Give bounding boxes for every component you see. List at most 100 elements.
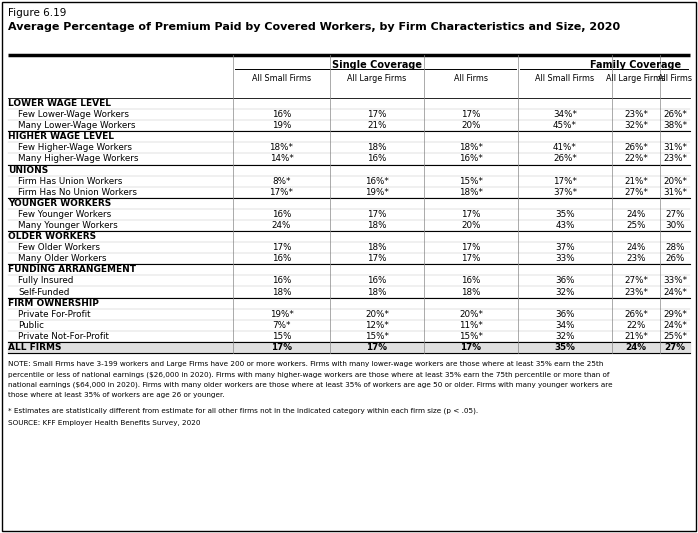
Text: 18%: 18%: [367, 287, 387, 296]
Text: All Small Firms: All Small Firms: [252, 74, 311, 83]
Text: 18%*: 18%*: [459, 143, 483, 152]
Text: 27%*: 27%*: [624, 188, 648, 197]
Text: Family Coverage: Family Coverage: [591, 60, 681, 70]
Text: 26%*: 26%*: [624, 143, 648, 152]
Text: Self-Funded: Self-Funded: [18, 287, 69, 296]
Text: 26%*: 26%*: [553, 155, 577, 164]
Text: Average Percentage of Premium Paid by Covered Workers, by Firm Characteristics a: Average Percentage of Premium Paid by Co…: [8, 22, 620, 32]
Text: 20%*: 20%*: [459, 310, 483, 319]
Text: Few Older Workers: Few Older Workers: [18, 243, 100, 252]
Text: 26%*: 26%*: [663, 110, 687, 119]
Text: 17%: 17%: [461, 254, 481, 263]
Text: 19%*: 19%*: [365, 188, 389, 197]
Bar: [8, 342, 690, 353]
Text: percentile or less of national earnings ($26,000 in 2020). Firms with many highe: percentile or less of national earnings …: [8, 372, 609, 378]
Text: 16%: 16%: [367, 277, 387, 286]
Text: 23%*: 23%*: [624, 110, 648, 119]
Text: 19%: 19%: [272, 121, 291, 130]
Text: 18%*: 18%*: [269, 143, 293, 152]
Text: 7%*: 7%*: [272, 321, 291, 330]
Text: 15%: 15%: [272, 332, 291, 341]
Text: 15%*: 15%*: [459, 332, 483, 341]
Text: 32%*: 32%*: [624, 121, 648, 130]
Text: Many Higher-Wage Workers: Many Higher-Wage Workers: [18, 155, 138, 164]
Text: 28%: 28%: [665, 243, 685, 252]
Text: 17%: 17%: [367, 254, 387, 263]
Text: 23%*: 23%*: [624, 287, 648, 296]
Text: 18%: 18%: [272, 287, 291, 296]
Text: 24%: 24%: [626, 210, 646, 219]
Text: 14%*: 14%*: [269, 155, 293, 164]
Text: Many Older Workers: Many Older Workers: [18, 254, 107, 263]
Text: 36%: 36%: [555, 277, 574, 286]
Text: Figure 6.19: Figure 6.19: [8, 8, 66, 18]
Text: NOTE: Small Firms have 3-199 workers and Large Firms have 200 or more workers. F: NOTE: Small Firms have 3-199 workers and…: [8, 361, 603, 367]
Text: All Firms: All Firms: [454, 74, 488, 83]
Text: 41%*: 41%*: [553, 143, 577, 152]
Text: 24%*: 24%*: [663, 287, 687, 296]
Text: 17%: 17%: [461, 343, 482, 352]
Text: 35%: 35%: [555, 210, 575, 219]
Text: 45%*: 45%*: [553, 121, 577, 130]
Text: 18%: 18%: [367, 221, 387, 230]
Text: 20%*: 20%*: [663, 176, 687, 185]
Text: 34%: 34%: [555, 321, 574, 330]
Text: 20%: 20%: [461, 221, 481, 230]
Text: All Small Firms: All Small Firms: [535, 74, 595, 83]
Text: OLDER WORKERS: OLDER WORKERS: [8, 232, 96, 241]
Text: 17%: 17%: [461, 110, 481, 119]
Text: 18%*: 18%*: [459, 188, 483, 197]
Text: 16%*: 16%*: [365, 176, 389, 185]
Text: 35%: 35%: [555, 343, 575, 352]
Text: 19%*: 19%*: [269, 310, 293, 319]
Text: 16%: 16%: [367, 155, 387, 164]
Text: 29%*: 29%*: [663, 310, 687, 319]
Text: Few Higher-Wage Workers: Few Higher-Wage Workers: [18, 143, 132, 152]
Text: 25%*: 25%*: [663, 332, 687, 341]
Text: Fully Insured: Fully Insured: [18, 277, 73, 286]
Text: 12%*: 12%*: [365, 321, 389, 330]
Text: 22%*: 22%*: [624, 155, 648, 164]
Text: 37%: 37%: [555, 243, 575, 252]
Text: 21%*: 21%*: [624, 176, 648, 185]
Text: 32%: 32%: [555, 287, 574, 296]
Text: YOUNGER WORKERS: YOUNGER WORKERS: [8, 199, 111, 208]
Text: 16%: 16%: [272, 210, 291, 219]
Text: 23%*: 23%*: [663, 155, 687, 164]
Text: Private Not-For-Profit: Private Not-For-Profit: [18, 332, 109, 341]
Text: 17%*: 17%*: [269, 188, 293, 197]
Text: 8%*: 8%*: [272, 176, 291, 185]
Text: FIRM OWNERSHIP: FIRM OWNERSHIP: [8, 298, 99, 308]
Text: 24%*: 24%*: [663, 321, 687, 330]
Text: 11%*: 11%*: [459, 321, 483, 330]
Text: 27%: 27%: [664, 343, 685, 352]
Text: 16%: 16%: [272, 110, 291, 119]
Text: 27%*: 27%*: [624, 277, 648, 286]
Text: 31%*: 31%*: [663, 188, 687, 197]
Text: 24%: 24%: [625, 343, 646, 352]
Text: All Firms: All Firms: [658, 74, 692, 83]
Text: FUNDING ARRANGEMENT: FUNDING ARRANGEMENT: [8, 265, 136, 274]
Text: 17%: 17%: [461, 243, 481, 252]
Text: Many Lower-Wage Workers: Many Lower-Wage Workers: [18, 121, 135, 130]
Text: 20%: 20%: [461, 121, 481, 130]
Text: 16%: 16%: [272, 254, 291, 263]
Text: 25%: 25%: [626, 221, 646, 230]
Text: 18%: 18%: [367, 143, 387, 152]
Text: 17%: 17%: [272, 243, 291, 252]
Text: 17%*: 17%*: [553, 176, 577, 185]
Text: All Large Firms: All Large Firms: [607, 74, 666, 83]
Text: Public: Public: [18, 321, 44, 330]
Text: All Large Firms: All Large Firms: [348, 74, 407, 83]
Text: 18%: 18%: [461, 287, 481, 296]
Text: HIGHER WAGE LEVEL: HIGHER WAGE LEVEL: [8, 132, 114, 141]
Text: 21%: 21%: [367, 121, 387, 130]
Text: Few Lower-Wage Workers: Few Lower-Wage Workers: [18, 110, 129, 119]
Text: Private For-Profit: Private For-Profit: [18, 310, 91, 319]
Text: 36%: 36%: [555, 310, 574, 319]
Text: those where at least 35% of workers are age 26 or younger.: those where at least 35% of workers are …: [8, 392, 225, 399]
Text: ALL FIRMS: ALL FIRMS: [8, 343, 61, 352]
Text: 15%*: 15%*: [459, 176, 483, 185]
Text: 24%: 24%: [626, 243, 646, 252]
Text: 31%*: 31%*: [663, 143, 687, 152]
